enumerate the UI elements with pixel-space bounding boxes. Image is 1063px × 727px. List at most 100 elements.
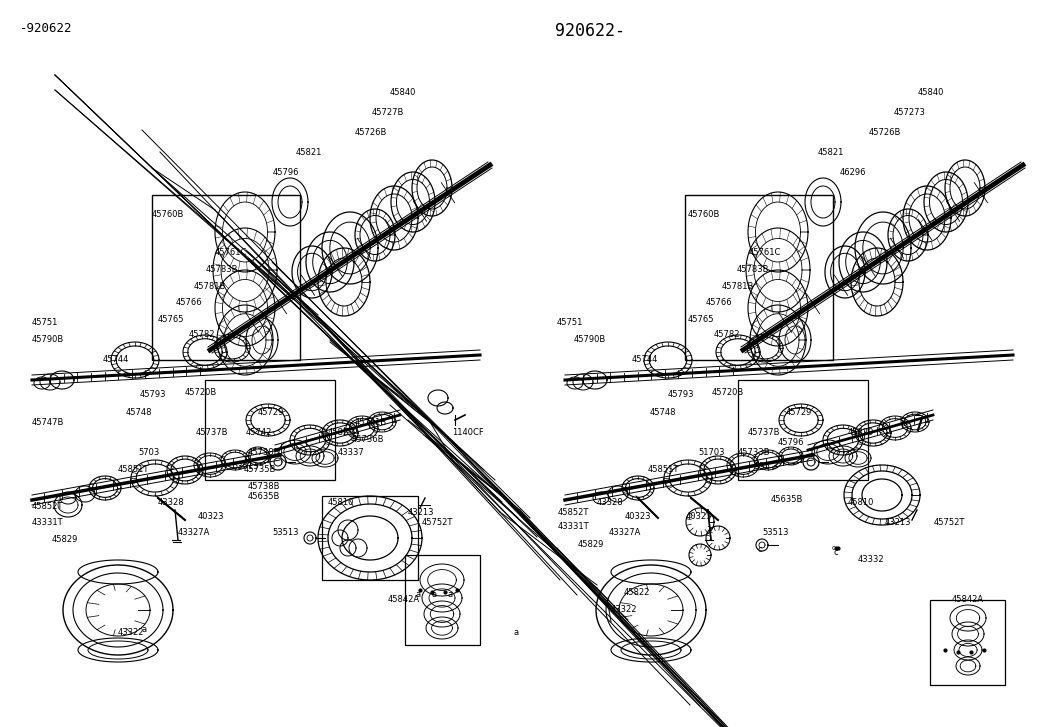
Text: 45821: 45821 (296, 148, 322, 157)
Text: 45783B: 45783B (737, 265, 770, 274)
Text: 53513: 53513 (762, 528, 789, 537)
Text: 920622-: 920622- (555, 22, 625, 40)
Text: 45851T: 45851T (648, 465, 679, 474)
Text: 45729: 45729 (258, 408, 285, 417)
Text: 43322: 43322 (118, 628, 145, 637)
Text: 45752T: 45752T (934, 518, 965, 527)
Text: 43327A: 43327A (178, 528, 210, 537)
Text: 45748: 45748 (649, 408, 676, 417)
Text: 45741B: 45741B (355, 418, 387, 427)
Text: 53513: 53513 (272, 528, 299, 537)
Bar (205, 380, 335, 480)
Text: 45726B: 45726B (868, 128, 901, 137)
Text: 45744: 45744 (632, 355, 658, 364)
Text: 45781B: 45781B (722, 282, 755, 291)
Text: 45761C: 45761C (749, 248, 781, 257)
Text: 45761C: 45761C (215, 248, 248, 257)
Text: 45737B: 45737B (748, 428, 780, 437)
Text: 45829: 45829 (848, 428, 875, 437)
Text: 43331T: 43331T (558, 522, 590, 531)
Text: 45733B: 45733B (738, 448, 771, 457)
Text: 43328: 43328 (158, 498, 185, 507)
Text: 45851T: 45851T (118, 465, 150, 474)
Text: 45760B: 45760B (688, 210, 721, 219)
Text: 45822: 45822 (624, 588, 651, 597)
Text: 45726B: 45726B (355, 128, 387, 137)
Text: 45720B: 45720B (185, 388, 217, 397)
Text: c: c (834, 548, 839, 557)
Text: 53513: 53513 (232, 462, 258, 471)
Text: 45840: 45840 (390, 88, 417, 97)
Text: 45796: 45796 (273, 168, 300, 177)
Text: 45810: 45810 (848, 498, 875, 507)
Text: a: a (448, 590, 452, 599)
Text: 45852T: 45852T (32, 502, 64, 511)
Text: 45752T: 45752T (422, 518, 454, 527)
Text: 45793: 45793 (140, 390, 167, 399)
Text: 43337: 43337 (338, 448, 365, 457)
Text: 45735B: 45735B (244, 465, 276, 474)
Text: 43213: 43213 (408, 508, 435, 517)
Text: 43327A: 43327A (609, 528, 641, 537)
Text: 45748: 45748 (126, 408, 152, 417)
Text: 43328: 43328 (597, 498, 624, 507)
Text: 43213: 43213 (885, 518, 911, 527)
Text: 45782: 45782 (189, 330, 216, 339)
Text: 45842A: 45842A (952, 595, 984, 604)
Bar (152, 195, 300, 360)
Text: 45810: 45810 (328, 498, 354, 507)
Text: 5703: 5703 (138, 448, 159, 457)
Bar (685, 195, 833, 360)
Text: 45829: 45829 (52, 535, 79, 544)
Text: 45765: 45765 (688, 315, 714, 324)
Text: 40323: 40323 (625, 512, 652, 521)
Text: 45782: 45782 (714, 330, 741, 339)
Text: 45727B: 45727B (372, 108, 404, 117)
Text: 45729: 45729 (786, 408, 812, 417)
Text: 43331T: 43331T (32, 518, 64, 527)
Text: 45635B: 45635B (771, 495, 804, 504)
Text: 535'3: 535'3 (754, 462, 777, 471)
Text: 45829: 45829 (328, 428, 354, 437)
Text: 45766: 45766 (176, 298, 203, 307)
Text: 45840: 45840 (918, 88, 944, 97)
Text: 51703: 51703 (698, 448, 725, 457)
Text: 45747B: 45747B (32, 418, 65, 427)
Text: c: c (832, 545, 836, 551)
Text: 45738B: 45738B (248, 482, 281, 491)
Text: c: c (758, 545, 762, 554)
Bar (930, 600, 1005, 685)
Text: 45793: 45793 (668, 390, 694, 399)
Text: 45737B: 45737B (196, 428, 229, 437)
Bar (322, 496, 418, 580)
Text: 457273: 457273 (894, 108, 926, 117)
Text: 40323: 40323 (686, 512, 712, 521)
Text: 45781B: 45781B (195, 282, 226, 291)
Text: -920622: -920622 (20, 22, 72, 35)
Bar (405, 555, 480, 645)
Text: 43322: 43322 (611, 605, 638, 614)
Text: 45744: 45744 (103, 355, 130, 364)
Text: a: a (415, 590, 420, 599)
Text: 45760B: 45760B (152, 210, 184, 219)
Text: a: a (142, 625, 147, 634)
Text: 45783B: 45783B (206, 265, 238, 274)
Text: 45751: 45751 (32, 318, 58, 327)
Text: 45796: 45796 (778, 438, 805, 447)
Text: 45790B: 45790B (574, 335, 606, 344)
Text: 43332: 43332 (858, 555, 884, 564)
Text: 45765: 45765 (158, 315, 185, 324)
Bar (738, 380, 868, 480)
Text: 46296: 46296 (840, 168, 866, 177)
Text: 45766: 45766 (706, 298, 732, 307)
Text: 45736B: 45736B (352, 435, 385, 444)
Text: a: a (432, 590, 437, 599)
Text: 1140CF: 1140CF (452, 428, 484, 437)
Text: a: a (514, 628, 519, 637)
Text: 45821: 45821 (819, 148, 844, 157)
Text: 45751: 45751 (557, 318, 584, 327)
Text: 45790B: 45790B (32, 335, 64, 344)
Text: 45742: 45742 (246, 428, 272, 437)
Text: 45738B: 45738B (248, 448, 281, 457)
Text: 45852T: 45852T (558, 508, 589, 517)
